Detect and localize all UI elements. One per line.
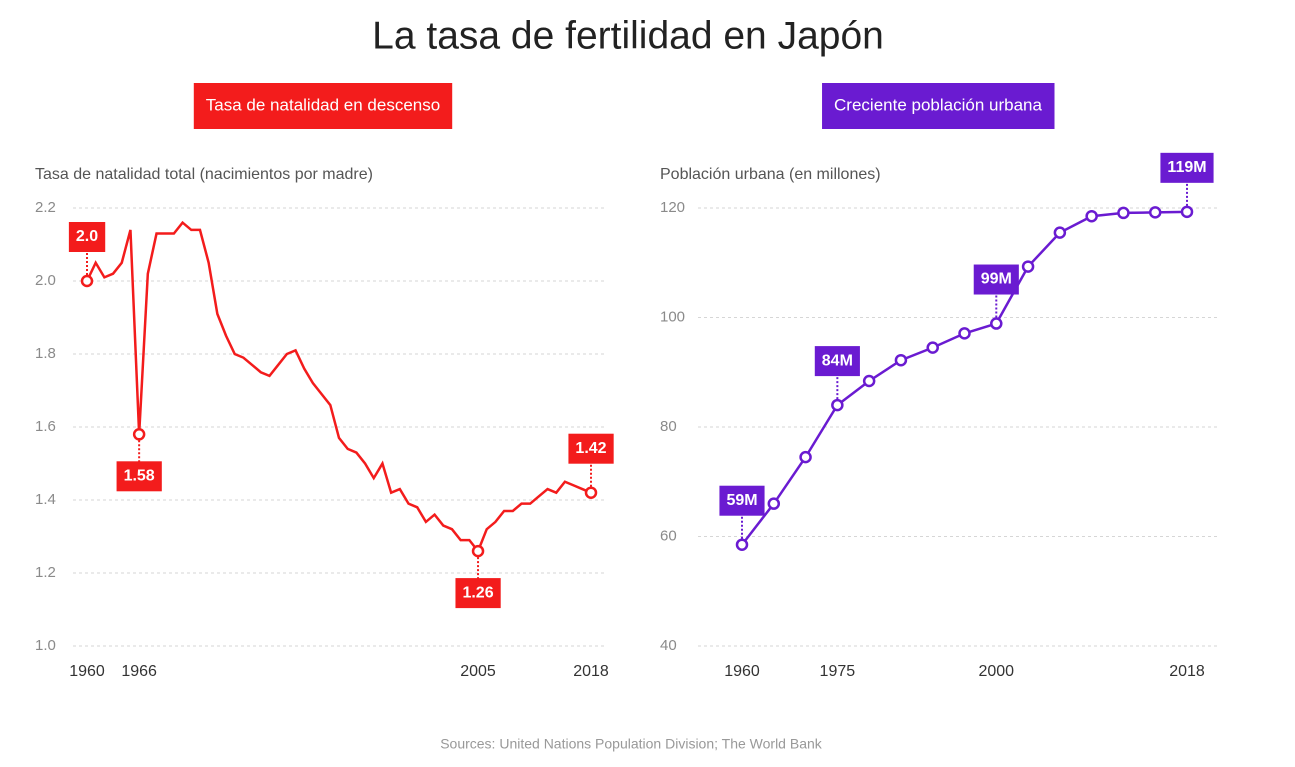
y-tick-label: 60 bbox=[660, 527, 677, 544]
point bbox=[1148, 206, 1162, 219]
point bbox=[1085, 209, 1098, 223]
value-label-box bbox=[455, 578, 501, 609]
value-label: 119M bbox=[1167, 159, 1206, 176]
subtitle-badge bbox=[193, 83, 453, 129]
y-tick-label: 1.6 bbox=[35, 418, 56, 435]
point bbox=[584, 486, 598, 499]
axis-title: Tasa de natalidad total (nacimientos por… bbox=[35, 166, 373, 183]
y-tick-label: 1.4 bbox=[35, 491, 56, 508]
point bbox=[735, 538, 749, 551]
y-tick-label: 80 bbox=[660, 418, 677, 435]
x-tick-label: 2018 bbox=[1169, 663, 1205, 680]
point bbox=[894, 353, 908, 367]
y-tick-label: 1.8 bbox=[35, 345, 56, 362]
y-tick-label: 1.2 bbox=[35, 564, 56, 581]
value-label: 2.0 bbox=[76, 228, 98, 245]
value-label: 1.58 bbox=[124, 468, 155, 485]
y-tick-label: 2.0 bbox=[35, 272, 56, 289]
y-tick-label: 2.2 bbox=[35, 199, 56, 216]
subtitle: Creciente población urbana bbox=[834, 95, 1042, 114]
value-label-box bbox=[116, 461, 162, 492]
line bbox=[85, 220, 592, 554]
value-label-box bbox=[973, 264, 1019, 295]
value-label-box bbox=[814, 346, 860, 377]
value-label: 84M bbox=[822, 352, 853, 369]
value-label-box bbox=[1160, 152, 1214, 183]
x-tick-label: 1975 bbox=[820, 663, 856, 680]
value-label: 1.42 bbox=[575, 440, 606, 457]
point bbox=[767, 497, 781, 510]
point bbox=[1117, 206, 1130, 220]
point bbox=[132, 428, 146, 441]
value-label-box bbox=[68, 222, 106, 252]
y-tick-label: 1.0 bbox=[35, 637, 56, 654]
value-label-box bbox=[719, 485, 765, 516]
value-label: 59M bbox=[726, 492, 757, 509]
x-tick-label: 1960 bbox=[69, 663, 105, 680]
point bbox=[471, 544, 485, 558]
value-label: 99M bbox=[981, 271, 1012, 288]
y-tick-label: 40 bbox=[660, 637, 677, 654]
y-tick-label: 100 bbox=[660, 308, 685, 325]
line bbox=[741, 210, 1188, 546]
x-tick-label: 1960 bbox=[724, 663, 760, 680]
value-label: 1.26 bbox=[462, 584, 493, 601]
source: Sources: United Nations Population Divis… bbox=[440, 736, 823, 752]
x-tick-label: 1966 bbox=[121, 663, 157, 680]
point bbox=[1021, 260, 1035, 273]
point bbox=[1180, 205, 1194, 219]
point bbox=[799, 450, 812, 464]
x-tick-label: 2018 bbox=[573, 663, 609, 680]
x-tick-label: 2000 bbox=[978, 663, 1014, 680]
point bbox=[862, 374, 876, 388]
point bbox=[831, 398, 844, 412]
subtitle: Tasa de natalidad en descenso bbox=[206, 95, 440, 114]
value-label-box bbox=[568, 433, 614, 464]
x-tick-label: 2005 bbox=[460, 663, 496, 680]
page-title: La tasa de fertilidad en Japón bbox=[372, 14, 884, 57]
point bbox=[958, 327, 971, 340]
point bbox=[1053, 226, 1067, 239]
point bbox=[80, 274, 94, 288]
point bbox=[926, 341, 939, 354]
y-tick-label: 120 bbox=[660, 199, 685, 216]
point bbox=[990, 317, 1003, 330]
subtitle-badge bbox=[822, 83, 1055, 129]
axis-title: Población urbana (en millones) bbox=[660, 166, 881, 183]
